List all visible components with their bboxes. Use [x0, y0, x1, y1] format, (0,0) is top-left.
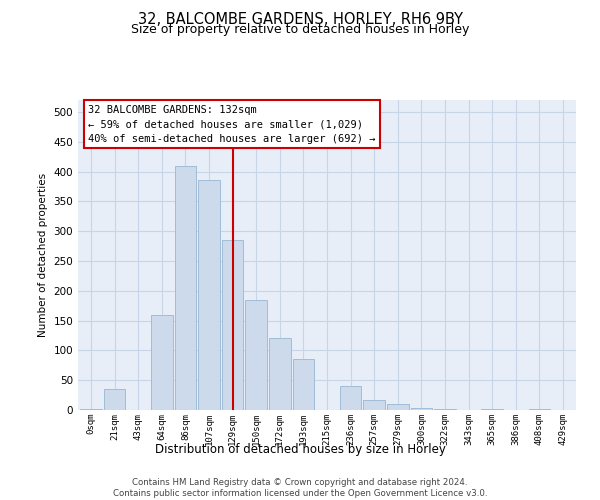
Text: 32, BALCOMBE GARDENS, HORLEY, RH6 9BY: 32, BALCOMBE GARDENS, HORLEY, RH6 9BY [137, 12, 463, 28]
Bar [269, 338, 290, 410]
Bar [481, 409, 503, 410]
Text: Contains HM Land Registry data © Crown copyright and database right 2024.
Contai: Contains HM Land Registry data © Crown c… [113, 478, 487, 498]
Bar [293, 360, 314, 410]
Bar [198, 180, 220, 410]
Bar [80, 409, 102, 410]
Bar [104, 389, 125, 410]
Bar [175, 166, 196, 410]
Text: Size of property relative to detached houses in Horley: Size of property relative to detached ho… [131, 24, 469, 36]
Bar [222, 240, 244, 410]
Text: Distribution of detached houses by size in Horley: Distribution of detached houses by size … [155, 442, 445, 456]
Bar [387, 404, 409, 410]
Bar [364, 400, 385, 410]
Text: 32 BALCOMBE GARDENS: 132sqm
← 59% of detached houses are smaller (1,029)
40% of : 32 BALCOMBE GARDENS: 132sqm ← 59% of det… [88, 104, 376, 144]
Y-axis label: Number of detached properties: Number of detached properties [38, 173, 48, 337]
Bar [340, 386, 361, 410]
Bar [245, 300, 267, 410]
Bar [151, 314, 173, 410]
Bar [410, 408, 432, 410]
